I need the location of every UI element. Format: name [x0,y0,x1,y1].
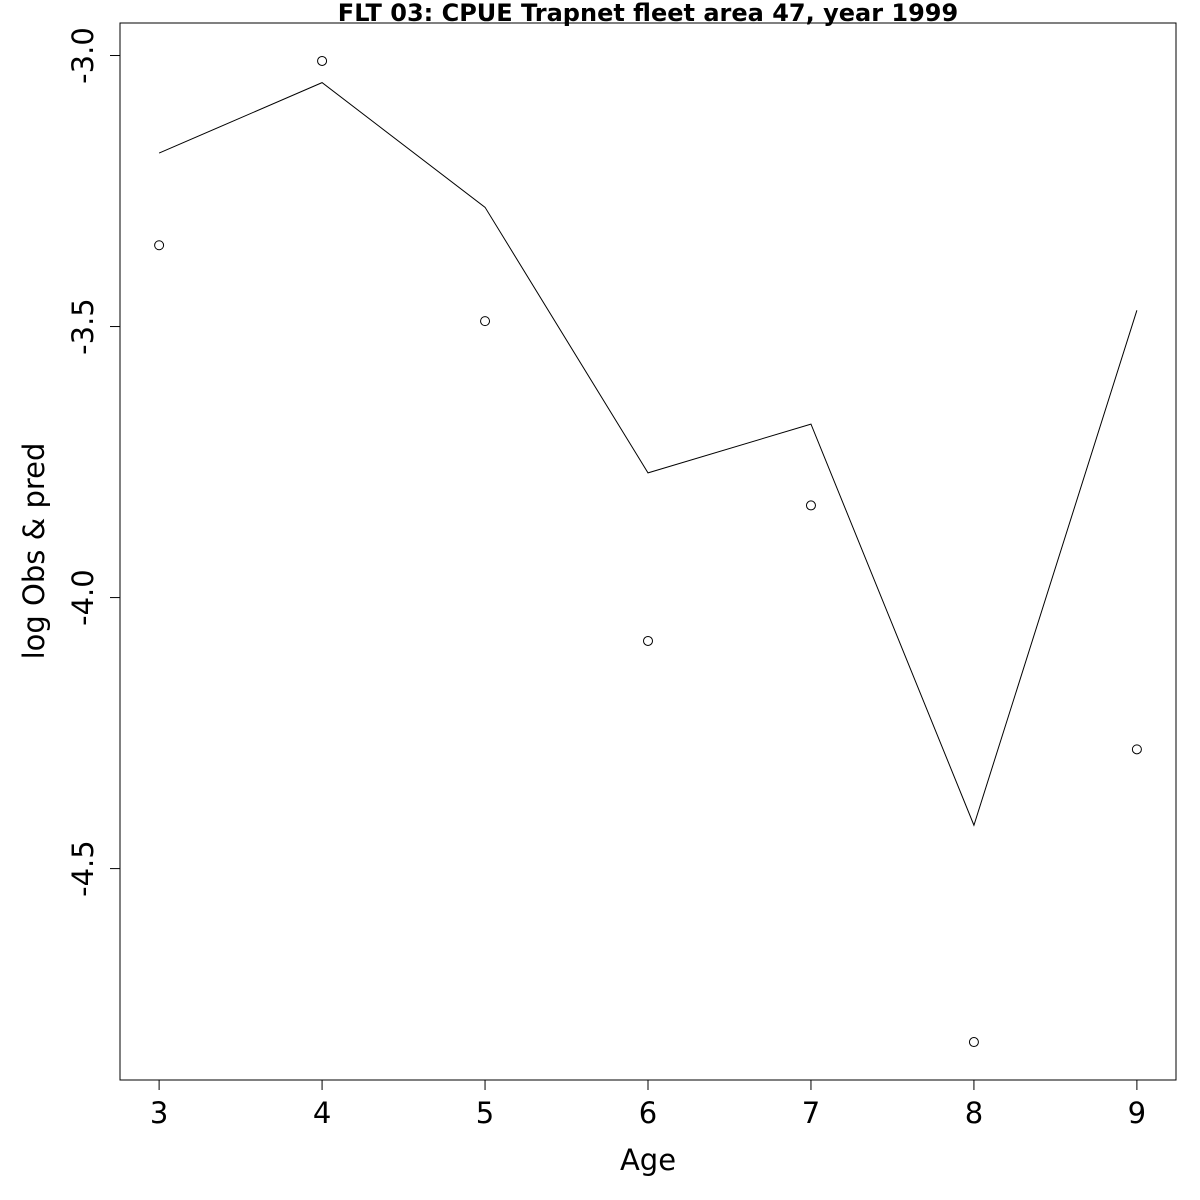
x-tick-label: 4 [313,1096,331,1130]
x-axis-label: Age [620,1143,676,1177]
observed-point [643,635,653,646]
x-tick-label: 5 [476,1096,494,1130]
plot-area [119,22,1177,1081]
observed-point [805,500,816,511]
observed-point [480,316,491,327]
observed-point [317,55,328,66]
predicted-line [158,82,1138,827]
x-tick-label: 6 [639,1096,657,1130]
x-axis: 3 4 5 6 7 8 9 [150,1079,1146,1130]
x-tick-label: 7 [802,1096,820,1130]
y-tick-label: -3.5 [66,298,100,355]
x-tick-label: 8 [965,1096,983,1130]
series-layer [154,55,1142,1048]
y-tick-label: -4.5 [66,840,100,897]
observed-point [154,240,165,251]
observed-point [968,1037,979,1048]
observed-point [1131,744,1142,755]
y-axis: -3.0 -3.5 -4.0 -4.5 [66,27,121,897]
x-tick-label: 9 [1128,1096,1146,1130]
x-tick-label: 3 [150,1096,168,1130]
y-tick-label: -4.0 [66,569,100,626]
y-axis-label: log Obs & pred [17,443,51,660]
y-tick-label: -3.0 [66,27,100,84]
